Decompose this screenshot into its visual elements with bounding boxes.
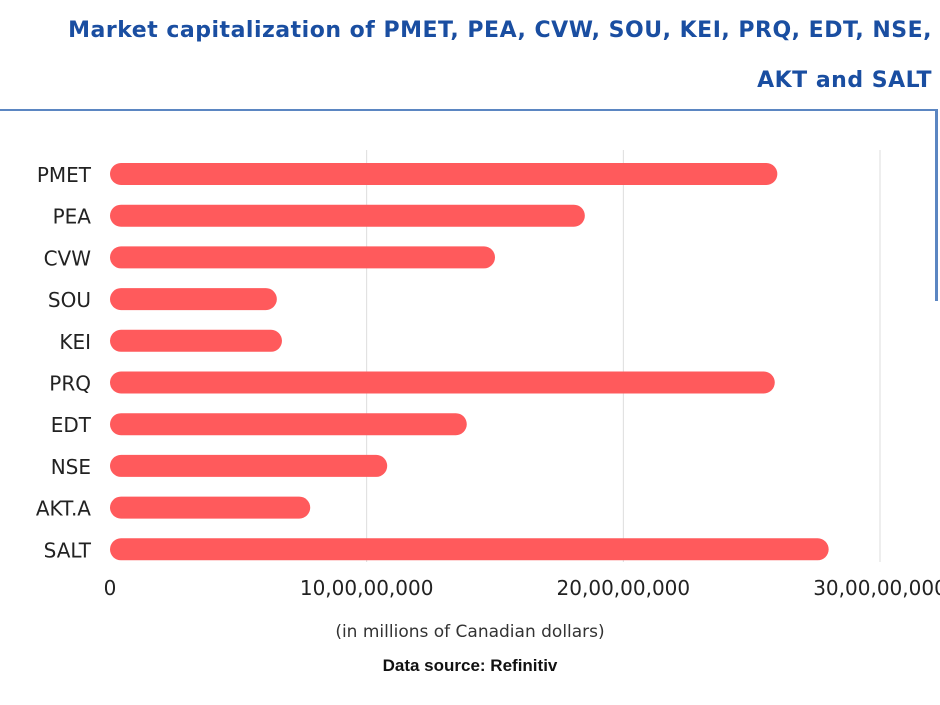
category-label: CVW [44,246,92,270]
category-label: NSE [51,455,91,479]
category-label: SALT [44,538,92,562]
side-divider [935,109,938,301]
x-tick-label: 10,00,00,000 [300,576,434,600]
bar-chart: PMET PEA CVW SOU KEI PRQ EDT NSE AKT.A SALT 0 10,00… [36,150,940,600]
bar [110,163,778,185]
bar [110,246,495,269]
category-label: PEA [53,205,92,229]
bar [110,204,585,227]
x-tick-label: 0 [104,576,117,600]
category-label: EDT [51,413,92,437]
chart-title-line-1: Market capitalization of PMET, PEA, CVW,… [68,18,932,43]
bar [110,496,311,519]
category-label: KEI [59,330,91,354]
x-tick-label: 30,00,00,000 [813,576,940,600]
category-label: PRQ [49,372,91,396]
bar [110,329,282,352]
x-tick-label: 20,00,00,000 [557,576,691,600]
bar [110,538,829,561]
bar [110,371,775,394]
bar [110,288,277,311]
x-axis-label: (in millions of Canadian dollars) [335,622,605,642]
bar [110,454,388,477]
category-label: PMET [37,163,92,187]
category-label: AKT.A [36,497,91,521]
header-divider [0,109,935,111]
chart-title-line-2: AKT and SALT [757,68,932,93]
category-label: SOU [48,288,91,312]
bar [110,413,467,436]
data-source-note: Data source: Refinitiv [382,656,558,675]
